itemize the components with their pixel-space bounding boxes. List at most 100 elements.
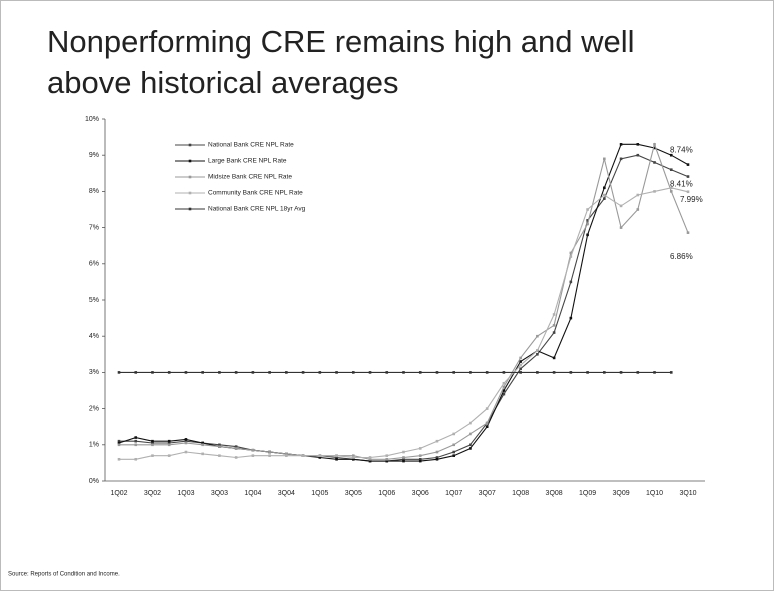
x-tick-label: 3Q07 (479, 490, 496, 497)
x-tick-label: 1Q10 (646, 490, 663, 497)
point-marker (485, 421, 489, 425)
point-marker (653, 161, 656, 164)
point-marker (335, 371, 338, 374)
value-label: 7.99% (680, 195, 703, 204)
point-marker (117, 439, 121, 443)
point-marker (619, 371, 623, 374)
point-marker (569, 255, 573, 258)
point-marker (452, 443, 456, 447)
x-tick-label: 3Q04 (278, 490, 295, 497)
x-tick-label: 1Q05 (311, 490, 328, 497)
point-marker (184, 439, 188, 443)
legend-marker (188, 159, 192, 163)
point-marker (502, 392, 506, 396)
point-marker (485, 425, 489, 428)
point-marker (435, 371, 439, 374)
point-marker (603, 186, 606, 190)
point-marker (418, 457, 422, 461)
point-marker (368, 371, 372, 374)
point-marker (603, 371, 606, 374)
point-marker (519, 371, 522, 374)
point-marker (134, 443, 138, 447)
legend-marker (188, 175, 192, 179)
point-marker (669, 186, 673, 190)
point-marker (351, 457, 355, 461)
y-tick-label: 2% (89, 405, 99, 412)
point-marker (552, 371, 556, 374)
point-marker (502, 381, 506, 385)
point-marker (586, 233, 589, 237)
point-marker (653, 190, 656, 193)
point-marker (519, 363, 522, 367)
point-marker (234, 447, 238, 450)
value-label: 8.41% (670, 180, 693, 189)
point-marker (234, 371, 238, 374)
point-marker (536, 371, 539, 374)
point-marker (402, 457, 405, 461)
point-marker (201, 443, 204, 447)
point-marker (502, 389, 506, 392)
point-marker (251, 371, 255, 374)
point-marker (569, 371, 573, 374)
source-note: Source: Reports of Condition and Income. (8, 572, 120, 578)
x-tick-label: 3Q08 (546, 490, 563, 497)
point-marker (201, 441, 204, 445)
x-tick-label: 1Q04 (244, 490, 261, 497)
point-marker (218, 445, 221, 448)
point-marker (351, 456, 355, 459)
point-marker (619, 204, 623, 208)
point-marker (552, 331, 556, 334)
point-marker (469, 432, 472, 436)
point-marker (285, 452, 288, 456)
point-marker (569, 280, 573, 284)
point-marker (402, 459, 405, 463)
point-marker (452, 454, 456, 457)
point-marker (435, 439, 439, 443)
point-marker (167, 371, 171, 374)
point-marker (134, 371, 138, 374)
y-tick-label: 6% (89, 261, 99, 268)
point-marker (686, 163, 690, 166)
legend-label: National Bank CRE NPL 18yr Avg (208, 206, 306, 213)
point-marker (669, 153, 673, 157)
legend-label: Community Bank CRE NPL Rate (208, 190, 303, 197)
point-marker (619, 157, 623, 161)
point-marker (117, 457, 121, 461)
legend-marker (188, 143, 192, 147)
point-marker (117, 441, 121, 445)
point-marker (234, 456, 238, 459)
point-marker (285, 454, 288, 457)
value-label: 6.86% (670, 252, 693, 261)
x-tick-label: 1Q07 (445, 490, 462, 497)
point-marker (151, 439, 154, 443)
value-label: 8.74% (670, 146, 693, 155)
legend-label: National Bank CRE NPL Rate (208, 142, 294, 149)
y-tick-label: 9% (89, 152, 99, 159)
point-marker (686, 175, 690, 178)
point-marker (552, 356, 556, 360)
point-marker (502, 385, 506, 389)
point-marker (167, 439, 171, 443)
point-marker (636, 371, 640, 374)
y-tick-label: 5% (89, 297, 99, 304)
point-marker (669, 190, 673, 193)
point-marker (402, 371, 405, 374)
point-marker (385, 371, 389, 374)
point-marker (636, 208, 640, 211)
point-marker (184, 450, 188, 454)
point-marker (536, 349, 539, 352)
point-marker (318, 371, 322, 374)
point-marker (385, 457, 389, 461)
point-marker (469, 443, 472, 447)
point-marker (603, 193, 606, 197)
point-marker (268, 450, 271, 454)
point-marker (653, 143, 656, 146)
point-marker (669, 168, 673, 171)
point-marker (435, 457, 439, 461)
point-marker (502, 371, 506, 374)
point-marker (485, 371, 489, 374)
point-marker (335, 454, 338, 457)
point-marker (167, 441, 171, 445)
